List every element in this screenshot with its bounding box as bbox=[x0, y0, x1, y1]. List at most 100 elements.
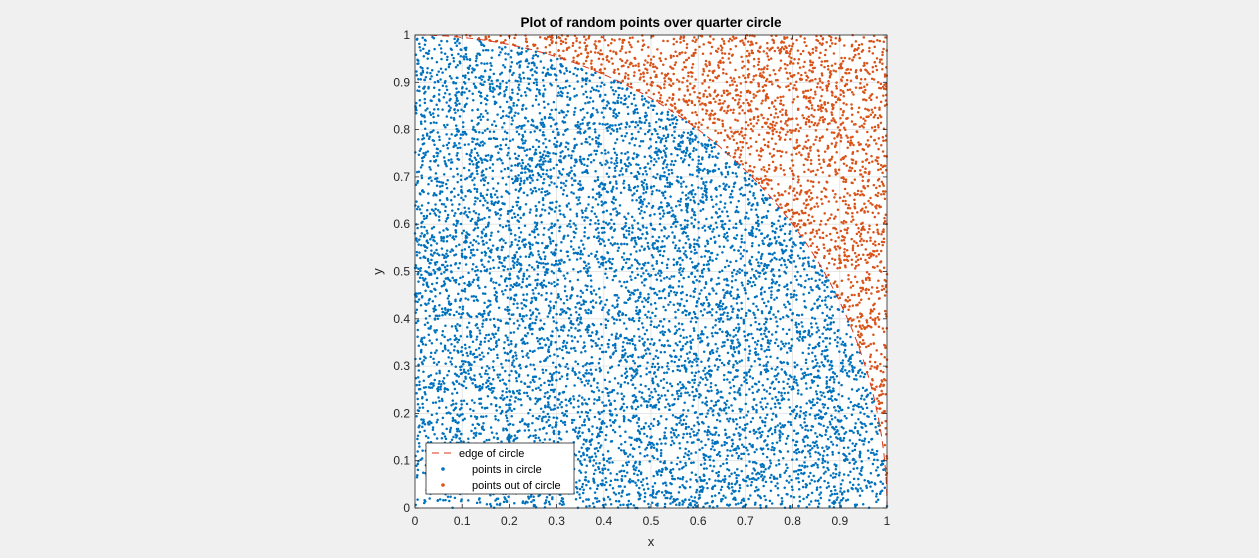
point-in-circle bbox=[831, 418, 834, 421]
point-in-circle bbox=[699, 209, 702, 212]
point-in-circle bbox=[597, 223, 600, 226]
point-out-of-circle bbox=[619, 50, 622, 53]
point-in-circle bbox=[428, 177, 431, 180]
point-in-circle bbox=[871, 401, 874, 404]
point-in-circle bbox=[710, 370, 713, 373]
point-out-of-circle bbox=[637, 62, 640, 64]
point-in-circle bbox=[638, 263, 641, 266]
point-in-circle bbox=[573, 384, 576, 387]
point-out-of-circle bbox=[851, 215, 854, 218]
point-in-circle bbox=[537, 273, 540, 276]
point-in-circle bbox=[481, 251, 484, 254]
point-in-circle bbox=[450, 133, 453, 136]
point-in-circle bbox=[745, 292, 748, 295]
point-in-circle bbox=[815, 271, 818, 274]
point-out-of-circle bbox=[670, 79, 673, 82]
point-out-of-circle bbox=[824, 60, 827, 63]
point-out-of-circle bbox=[787, 77, 790, 80]
point-in-circle bbox=[594, 131, 597, 134]
point-in-circle bbox=[687, 276, 690, 279]
point-in-circle bbox=[501, 290, 504, 293]
point-out-of-circle bbox=[870, 135, 873, 138]
point-in-circle bbox=[832, 321, 835, 324]
point-out-of-circle bbox=[823, 66, 826, 69]
point-in-circle bbox=[717, 216, 720, 219]
point-in-circle bbox=[737, 200, 740, 203]
point-out-of-circle bbox=[789, 167, 792, 170]
point-in-circle bbox=[509, 318, 512, 321]
point-in-circle bbox=[737, 502, 740, 505]
point-in-circle bbox=[765, 481, 768, 484]
point-in-circle bbox=[555, 260, 558, 263]
point-in-circle bbox=[538, 312, 541, 315]
point-in-circle bbox=[658, 269, 661, 272]
point-in-circle bbox=[533, 82, 536, 85]
point-in-circle bbox=[787, 392, 790, 395]
point-out-of-circle bbox=[607, 44, 610, 47]
point-in-circle bbox=[458, 430, 461, 433]
point-in-circle bbox=[493, 348, 496, 351]
point-out-of-circle bbox=[778, 194, 781, 197]
point-in-circle bbox=[576, 491, 579, 494]
point-out-of-circle bbox=[758, 159, 761, 162]
point-out-of-circle bbox=[883, 217, 886, 220]
point-in-circle bbox=[540, 408, 543, 411]
point-in-circle bbox=[621, 356, 624, 359]
point-in-circle bbox=[504, 66, 507, 69]
point-in-circle bbox=[706, 487, 709, 490]
point-in-circle bbox=[482, 383, 485, 386]
point-in-circle bbox=[448, 137, 451, 140]
point-in-circle bbox=[474, 356, 477, 359]
point-out-of-circle bbox=[774, 73, 777, 76]
point-in-circle bbox=[735, 477, 738, 480]
point-in-circle bbox=[758, 381, 761, 384]
point-in-circle bbox=[582, 492, 585, 495]
point-in-circle bbox=[517, 196, 520, 199]
point-in-circle bbox=[645, 205, 648, 208]
point-in-circle bbox=[698, 236, 701, 239]
point-out-of-circle bbox=[881, 285, 884, 288]
point-out-of-circle bbox=[846, 249, 849, 252]
point-out-of-circle bbox=[812, 170, 815, 173]
point-in-circle bbox=[738, 268, 741, 271]
point-in-circle bbox=[697, 186, 700, 189]
point-in-circle bbox=[487, 340, 490, 343]
point-in-circle bbox=[438, 139, 441, 142]
point-in-circle bbox=[745, 480, 748, 483]
point-in-circle bbox=[484, 372, 487, 375]
point-out-of-circle bbox=[868, 225, 871, 228]
point-out-of-circle bbox=[867, 139, 870, 142]
point-out-of-circle bbox=[852, 144, 855, 147]
point-in-circle bbox=[637, 356, 640, 359]
point-in-circle bbox=[565, 398, 568, 401]
point-in-circle bbox=[430, 374, 433, 377]
point-in-circle bbox=[420, 340, 423, 343]
point-in-circle bbox=[587, 203, 590, 206]
point-in-circle bbox=[441, 400, 444, 403]
point-in-circle bbox=[677, 395, 680, 398]
point-in-circle bbox=[718, 471, 721, 474]
point-in-circle bbox=[679, 461, 682, 464]
point-out-of-circle bbox=[877, 81, 880, 84]
point-in-circle bbox=[452, 399, 455, 402]
point-in-circle bbox=[464, 288, 467, 291]
point-in-circle bbox=[592, 502, 595, 505]
point-in-circle bbox=[563, 72, 566, 75]
point-in-circle bbox=[807, 429, 810, 432]
point-out-of-circle bbox=[877, 126, 880, 129]
point-in-circle bbox=[778, 459, 781, 462]
point-out-of-circle bbox=[769, 74, 772, 77]
point-in-circle bbox=[544, 160, 547, 163]
point-out-of-circle bbox=[828, 262, 831, 265]
point-in-circle bbox=[817, 458, 820, 461]
point-in-circle bbox=[680, 157, 683, 160]
point-in-circle bbox=[657, 394, 660, 397]
point-in-circle bbox=[788, 233, 791, 236]
point-out-of-circle bbox=[877, 124, 880, 127]
point-in-circle bbox=[565, 114, 568, 117]
point-out-of-circle bbox=[597, 52, 600, 55]
point-in-circle bbox=[663, 435, 666, 438]
point-in-circle bbox=[564, 185, 567, 188]
point-out-of-circle bbox=[825, 235, 828, 238]
point-out-of-circle bbox=[850, 79, 853, 82]
